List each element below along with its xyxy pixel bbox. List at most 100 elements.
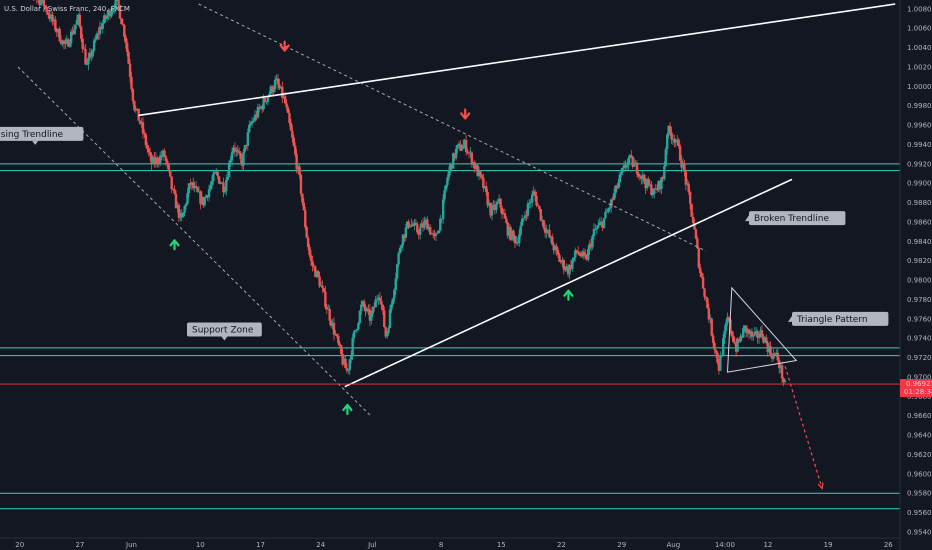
candle-body-14 [38,0,41,6]
candle-body-445 [657,181,660,191]
candle-body-408 [604,211,607,219]
candle-body-361 [536,205,540,207]
candle-body-99 [160,155,163,157]
candle-body-272 [408,226,412,228]
candle-body-489 [720,355,723,357]
candle-body-55 [97,33,100,35]
candle-body-180 [276,78,280,85]
candle-body-526 [773,353,777,355]
candle-body-254 [383,310,386,327]
candle-body-250 [377,297,380,300]
annotation-box [749,211,846,226]
candle-body-43 [80,26,83,39]
candle-body-370 [549,236,553,238]
candle-body-39 [74,24,77,30]
candle-body-239 [361,301,364,305]
candle-body-79 [131,89,135,101]
candle-body-96 [156,157,159,163]
candle-body-18 [44,5,47,7]
candle-body-85 [140,122,143,124]
candle-body-298 [446,177,449,185]
candle-body-17 [42,0,46,6]
candle-body-387 [574,250,577,258]
candle-body-36 [69,31,73,44]
x-tick-label-12: 14:00 [715,541,735,549]
candle-body-88 [144,134,148,146]
candle-body-346 [515,241,518,244]
candle-body-90 [147,148,150,153]
candle-body-102 [164,156,168,162]
candle-body-66 [113,8,116,10]
candle-body-430 [635,162,639,174]
candle-body-533 [783,380,787,383]
candle-body-257 [387,327,390,334]
candle-body-432 [638,175,642,177]
candle-body-228 [345,368,349,371]
candle-body-116 [184,203,188,207]
candle-body-269 [404,227,407,238]
candle-body-271 [407,221,410,228]
candle-body-469 [691,216,695,223]
candle-body-62 [107,10,110,16]
candle-body-504 [742,328,745,338]
candle-body-350 [520,218,524,226]
candle-body-510 [750,331,754,337]
candle-body-160 [248,125,251,133]
candle-body-279 [418,227,422,235]
candle-body-15 [39,1,43,6]
candle-body-415 [614,185,617,194]
annotation-pointer [745,215,749,222]
candle-body-138 [216,171,219,177]
candle-body-392 [581,251,584,257]
candle-body-357 [530,194,534,203]
candle-body-192 [294,145,297,155]
candle-body-248 [374,299,377,308]
candle-body-418 [618,174,621,183]
candle-body-486 [716,352,719,363]
candle-body-237 [358,311,362,323]
candle-body-314 [469,152,472,154]
candle-body-98 [159,155,162,163]
candle-body-289 [433,233,436,236]
candle-body-74 [124,36,127,43]
candle-body-521 [766,343,769,352]
candle-body-211 [321,285,324,289]
candle-body-485 [714,349,718,353]
candle-body-330 [492,204,495,207]
candle-body-82 [136,108,139,110]
candle-body-439 [648,184,652,186]
candle-body-384 [569,264,573,269]
candle-body-256 [385,333,389,337]
candle-body-253 [381,304,385,311]
candle-body-264 [397,253,400,265]
candle-body-261 [393,289,396,299]
candle-body-139 [217,176,221,184]
x-tick-label-7: 8 [439,541,443,549]
candle-body-477 [703,288,706,297]
candle-body-365 [542,219,545,228]
candle-body-344 [512,230,515,236]
countdown-value: 01:28:38 [904,388,932,396]
candle-body-218 [331,322,334,326]
candle-body-34 [67,39,70,47]
candle-body-473 [697,248,700,268]
candle-body-376 [558,254,561,262]
candle-body-168 [259,106,262,109]
candle-body-323 [482,177,485,189]
candle-body-375 [556,250,560,255]
candle-body-173 [266,96,270,102]
candle-body-270 [406,221,409,228]
candle-body-158 [245,144,248,146]
candle-body-488 [719,355,722,371]
candle-body-104 [167,164,171,171]
annotation-0: Rising Trendline [0,126,84,145]
candle-body-130 [204,195,208,198]
candle-body-94 [153,157,156,164]
candle-body-204 [311,260,314,266]
candle-body-56 [98,26,102,35]
x-tick-label-8: 15 [497,541,506,549]
